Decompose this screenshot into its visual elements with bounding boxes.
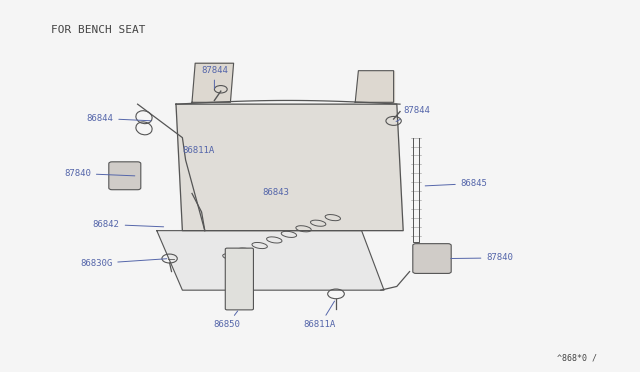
Text: 86850: 86850 xyxy=(214,311,241,329)
Polygon shape xyxy=(157,231,384,290)
Text: 86843: 86843 xyxy=(262,188,289,197)
Text: 86811A: 86811A xyxy=(304,301,336,329)
Text: 87840: 87840 xyxy=(451,253,513,262)
FancyBboxPatch shape xyxy=(109,162,141,190)
Text: ^868*0 /: ^868*0 / xyxy=(557,354,596,363)
Text: 86844: 86844 xyxy=(86,114,151,123)
Polygon shape xyxy=(176,104,403,231)
Text: 86811A: 86811A xyxy=(182,145,214,154)
FancyBboxPatch shape xyxy=(413,244,451,273)
Text: 86845: 86845 xyxy=(425,179,488,188)
Text: 86830G: 86830G xyxy=(80,259,167,268)
Text: 87840: 87840 xyxy=(64,169,135,178)
Text: 87844: 87844 xyxy=(201,65,228,89)
Polygon shape xyxy=(355,71,394,102)
Text: FOR BENCH SEAT: FOR BENCH SEAT xyxy=(51,25,146,35)
Text: 87844: 87844 xyxy=(396,106,430,122)
Text: 86842: 86842 xyxy=(93,220,164,229)
FancyBboxPatch shape xyxy=(225,248,253,310)
Polygon shape xyxy=(192,63,234,102)
